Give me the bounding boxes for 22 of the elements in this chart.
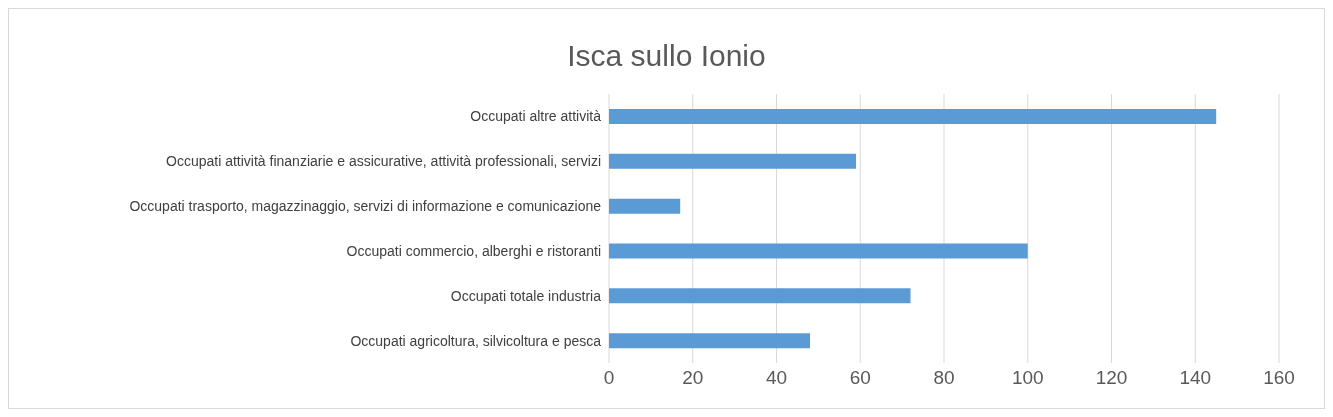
chart-title: Isca sullo Ionio [566,38,767,74]
x-tick-label: 160 [1263,367,1295,389]
y-tick-label: Occupati altre attività [470,108,602,125]
y-tick-label: Occupati trasporto, magazzinaggio, servizi di informazione e comunicazione [129,198,602,215]
x-tick-label: 0 [603,367,615,389]
x-tick-label: 20 [682,367,704,389]
x-tick-label: 120 [1095,367,1128,389]
y-tick-label: Occupati totale industria [450,287,602,304]
bar [609,153,857,169]
x-tick-label: 80 [933,367,955,389]
y-tick-label: Occupati commercio, alberghi e ristoranti [346,242,601,259]
bar [609,288,911,304]
x-tick-label: 40 [765,367,788,389]
x-tick-label: 100 [1011,367,1044,389]
y-tick-label: Occupati agricoltura, silvicoltura e pesca [350,332,602,349]
x-tick-label: 140 [1179,367,1212,389]
bar [609,333,810,349]
bar [609,198,681,214]
bar [609,109,1217,124]
y-tick-label: Occupati attività finanziarie e assicurative, attività professionali, servizi [166,153,601,170]
x-tick-label: 60 [849,367,871,389]
bar [609,243,1028,259]
